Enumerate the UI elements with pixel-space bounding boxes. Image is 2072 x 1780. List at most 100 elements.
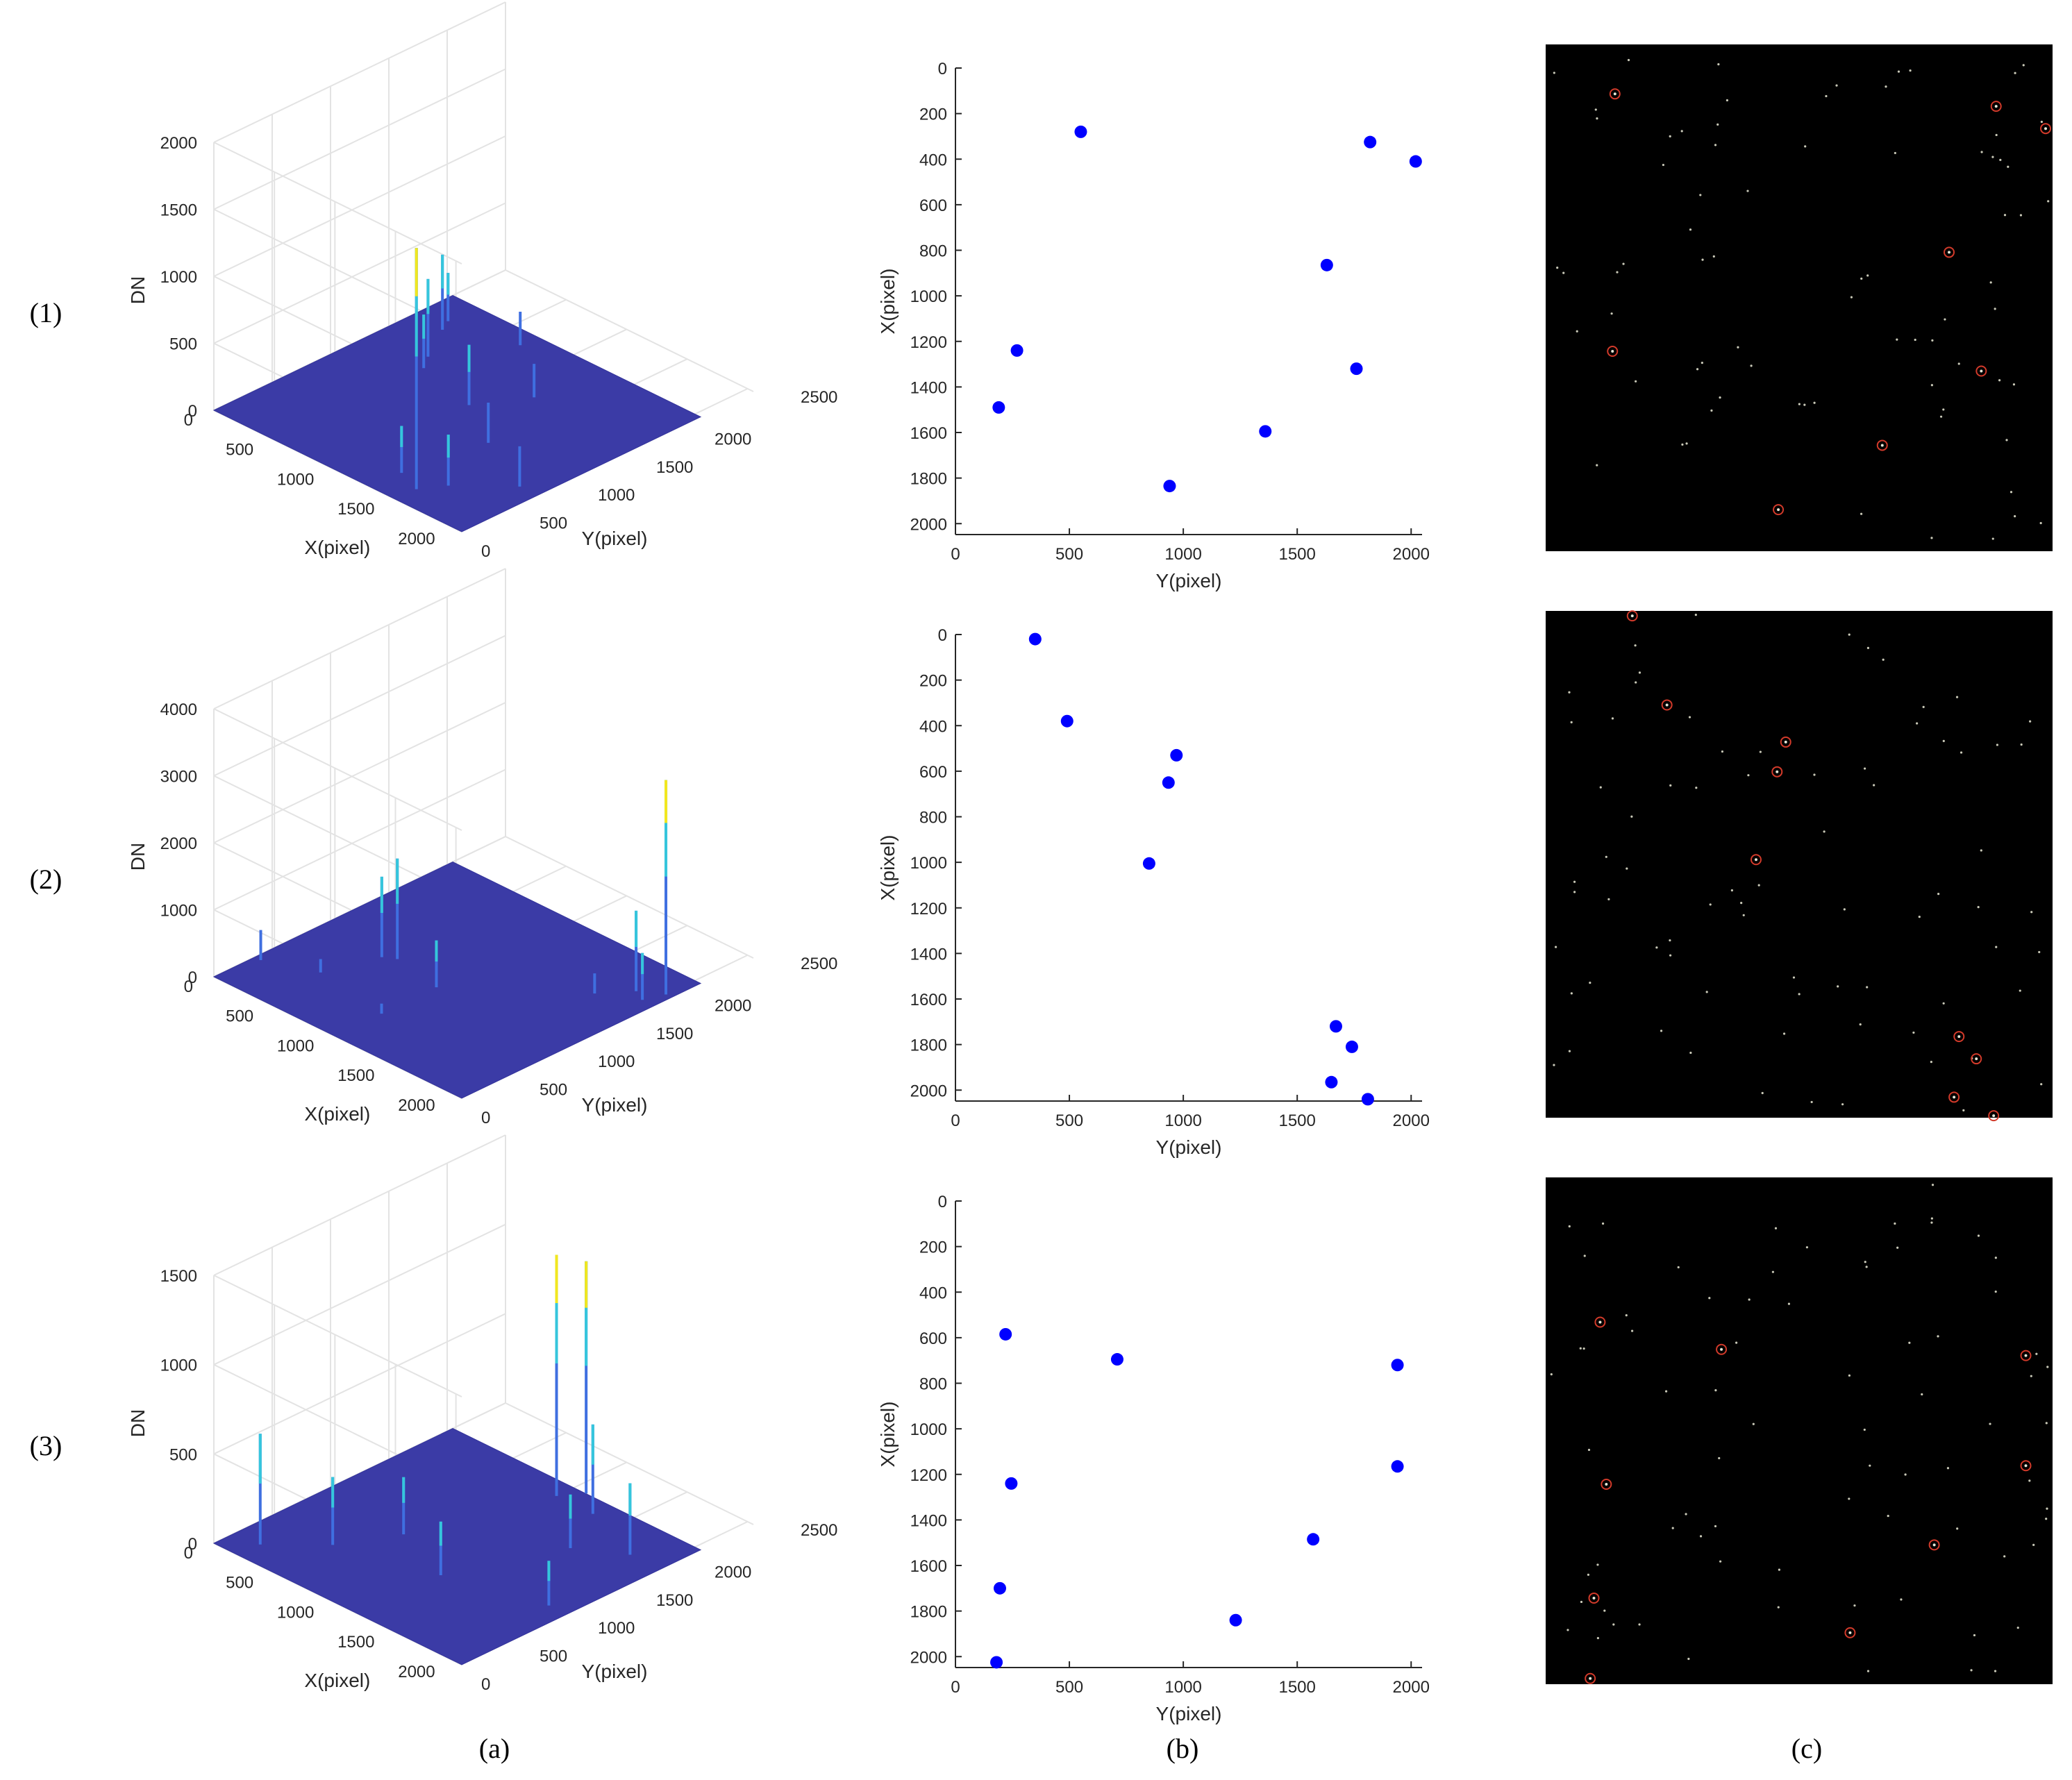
star: [1685, 1513, 1687, 1515]
star: [1980, 849, 1982, 852]
detected-star: [1630, 614, 1634, 618]
star: [1777, 1606, 1780, 1609]
detection-circle: [1773, 504, 1785, 516]
star: [1662, 163, 1664, 167]
star: [1718, 1456, 1721, 1460]
star: [1699, 194, 1702, 196]
star: [1759, 750, 1762, 753]
star: [1989, 281, 1992, 284]
x-tick-label: 2000: [398, 1096, 435, 1115]
star: [1931, 1184, 1935, 1186]
x-tick-label: 500: [1055, 545, 1083, 564]
star: [1570, 992, 1573, 995]
star: [2022, 64, 2025, 67]
star: [1994, 1290, 1997, 1293]
star: [1813, 773, 1816, 776]
star: [1714, 144, 1717, 146]
data-point: [1074, 125, 1087, 138]
star: [1798, 403, 1801, 405]
detected-star: [1720, 1347, 1723, 1351]
star: [2032, 1543, 2035, 1546]
data-point: [1325, 1075, 1338, 1089]
y-tick-label: 600: [919, 196, 947, 215]
star: [1708, 1297, 1711, 1300]
star: [2035, 1352, 2038, 1355]
star: [1835, 84, 1838, 87]
x-tick-label: 1000: [1164, 1111, 1201, 1130]
star: [2016, 1627, 2019, 1629]
y-tick-label: 800: [919, 809, 947, 828]
detected-star: [1777, 508, 1780, 512]
star: [1896, 1246, 1899, 1249]
data-point: [1329, 1020, 1342, 1033]
star: [1587, 1448, 1591, 1452]
y-tick-label: 500: [540, 1647, 567, 1666]
z-tick-label: 2000: [160, 834, 197, 853]
star: [1596, 1563, 1599, 1566]
star-field: [1546, 611, 2053, 1118]
star: [1554, 946, 1557, 948]
star: [1630, 815, 1633, 818]
data-point: [1320, 258, 1333, 271]
x-tick-label: 1000: [277, 1603, 314, 1622]
star: [1930, 1217, 1933, 1220]
star: [2039, 521, 2042, 525]
x-tick-label: 0: [184, 1544, 193, 1563]
y-tick-label: 2000: [715, 430, 751, 448]
data-point: [1162, 776, 1175, 789]
star: [1918, 916, 1921, 918]
y-tick-label: 1200: [910, 333, 947, 352]
star: [1580, 1600, 1583, 1604]
grid-line: [213, 769, 506, 911]
detected-star: [1932, 1543, 1936, 1547]
star: [1611, 717, 1614, 720]
x-tick-label: 2000: [398, 1663, 435, 1681]
y-tick-label: 2000: [715, 996, 751, 1015]
y-tick-label: 2000: [910, 1082, 947, 1100]
data-point: [1345, 1040, 1358, 1053]
star: [1671, 1527, 1674, 1529]
star: [1627, 58, 1630, 62]
star: [1696, 368, 1699, 371]
star: [1994, 1670, 1997, 1672]
star: [1863, 1428, 1866, 1431]
y-tick-label: 1400: [910, 378, 947, 397]
x-tick-label: 1500: [337, 1066, 374, 1085]
star: [1896, 338, 1898, 341]
detection-circle: [1780, 736, 1791, 748]
y-tick-label: 1600: [910, 424, 947, 443]
detected-star: [2044, 127, 2048, 131]
data-point: [1110, 1353, 1123, 1366]
star: [1553, 72, 1555, 74]
y-tick-label: 1000: [910, 1420, 947, 1439]
detection-circle: [1607, 345, 1619, 357]
star: [1566, 1629, 1569, 1631]
y-tick-label: 0: [938, 60, 947, 78]
detected-star: [1953, 1095, 1956, 1099]
star: [1991, 537, 1994, 540]
x-tick-label: 0: [951, 1111, 960, 1130]
star: [1579, 1347, 1582, 1350]
data-point: [1142, 857, 1155, 870]
star: [1714, 1389, 1717, 1392]
star: [1866, 646, 1870, 649]
y-tick-label: 1200: [910, 1466, 947, 1485]
star: [1894, 1222, 1896, 1225]
z-tick-label: 4000: [160, 700, 197, 719]
z-tick-label: 1500: [160, 1267, 197, 1286]
star: [1973, 1634, 1976, 1637]
data-point: [1163, 480, 1176, 493]
detection-circle: [1928, 1539, 1940, 1551]
star: [1562, 271, 1565, 274]
star: [1863, 767, 1866, 770]
star: [1748, 1298, 1751, 1301]
star: [1931, 339, 1934, 342]
column-label-c: (c): [1791, 1733, 1822, 1764]
star: [1955, 696, 1959, 698]
star: [1695, 787, 1698, 789]
star: [1841, 1103, 1844, 1106]
detection-circle: [1975, 365, 1987, 377]
star: [1607, 898, 1610, 900]
